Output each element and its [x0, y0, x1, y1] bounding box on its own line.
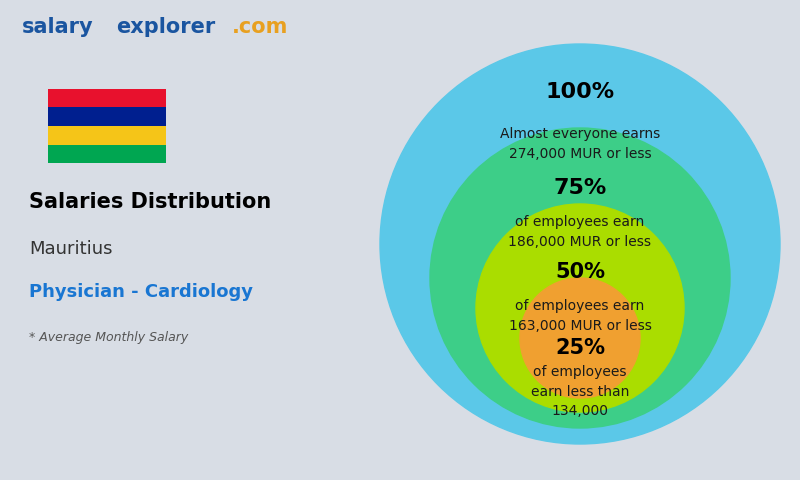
Text: 100%: 100%	[546, 82, 614, 102]
Text: 50%: 50%	[555, 262, 605, 282]
FancyBboxPatch shape	[48, 89, 166, 108]
Text: of employees earn
186,000 MUR or less: of employees earn 186,000 MUR or less	[509, 215, 651, 249]
Circle shape	[476, 204, 684, 412]
Text: salary: salary	[22, 17, 94, 37]
FancyBboxPatch shape	[48, 108, 166, 126]
Text: .com: .com	[232, 17, 288, 37]
Text: * Average Monthly Salary: * Average Monthly Salary	[30, 331, 189, 344]
Text: of employees earn
163,000 MUR or less: of employees earn 163,000 MUR or less	[509, 299, 651, 333]
Text: Almost everyone earns
274,000 MUR or less: Almost everyone earns 274,000 MUR or les…	[500, 127, 660, 161]
Text: of employees
earn less than
134,000: of employees earn less than 134,000	[531, 365, 629, 419]
Text: Mauritius: Mauritius	[30, 240, 113, 258]
Circle shape	[380, 44, 780, 444]
Text: Salaries Distribution: Salaries Distribution	[30, 192, 272, 212]
Text: 75%: 75%	[554, 178, 606, 198]
Text: explorer: explorer	[116, 17, 215, 37]
Circle shape	[430, 128, 730, 428]
FancyBboxPatch shape	[48, 144, 166, 163]
Text: Physician - Cardiology: Physician - Cardiology	[30, 283, 254, 301]
Text: 25%: 25%	[555, 338, 605, 358]
FancyBboxPatch shape	[48, 126, 166, 144]
Circle shape	[520, 278, 640, 398]
